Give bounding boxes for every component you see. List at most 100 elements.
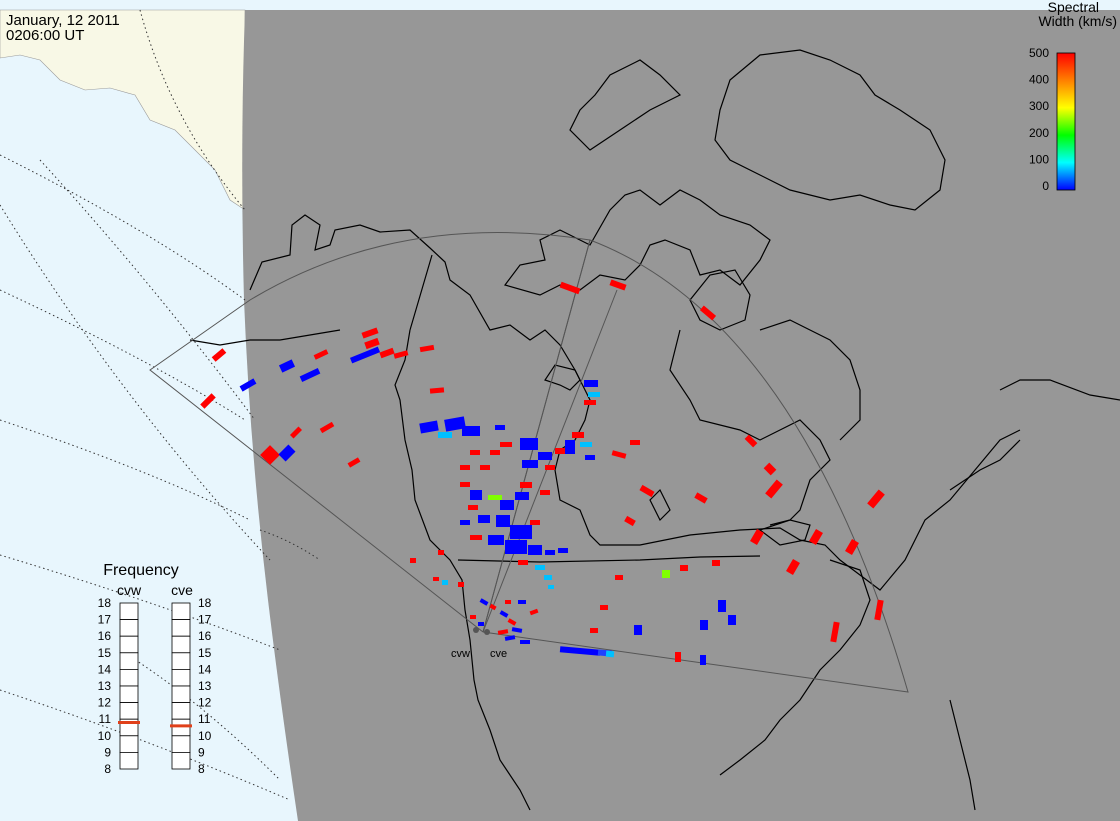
echo-mark bbox=[584, 380, 598, 387]
echo-mark bbox=[313, 349, 329, 360]
echo-mark bbox=[699, 305, 717, 321]
echo-mark bbox=[319, 421, 335, 434]
freq-col-label-cvw: cvw bbox=[117, 582, 142, 598]
echo-mark bbox=[500, 442, 512, 447]
echo-mark bbox=[680, 565, 688, 571]
colorbar-tick-label: 400 bbox=[1029, 73, 1049, 87]
border-line bbox=[457, 555, 761, 563]
frequency-bin bbox=[171, 702, 191, 720]
frequency-scale-label: 13 bbox=[98, 679, 112, 693]
frequency-bin bbox=[171, 752, 191, 770]
frequency-scale-label: 10 bbox=[98, 729, 112, 743]
frequency-bin bbox=[119, 752, 139, 770]
echo-mark bbox=[728, 615, 736, 625]
echo-mark bbox=[442, 580, 448, 585]
echo-mark bbox=[505, 540, 527, 554]
frequency-scale-label: 18 bbox=[198, 596, 212, 610]
frequency-bin bbox=[171, 619, 191, 637]
echo-mark bbox=[588, 392, 600, 397]
echo-mark bbox=[505, 600, 511, 604]
echo-mark bbox=[393, 350, 409, 359]
echo-mark bbox=[460, 482, 470, 487]
echo-mark bbox=[605, 650, 615, 658]
frequency-bin bbox=[119, 735, 139, 753]
echo-mark bbox=[460, 520, 470, 525]
echo-mark bbox=[419, 344, 435, 353]
echo-mark bbox=[510, 525, 532, 539]
echo-mark bbox=[528, 545, 542, 555]
echo-mark bbox=[499, 610, 509, 618]
coastlines bbox=[189, 49, 1120, 811]
echo-mark bbox=[438, 550, 444, 555]
echo-mark bbox=[565, 440, 575, 454]
frequency-scale-label: 18 bbox=[98, 596, 112, 610]
echo-mark bbox=[433, 577, 439, 581]
echo-mark bbox=[490, 450, 500, 455]
echo-mark bbox=[507, 618, 517, 626]
frequency-scale-label: 14 bbox=[98, 662, 112, 676]
night-shade bbox=[242, 10, 1120, 821]
echo-mark bbox=[480, 465, 490, 470]
echo-mark bbox=[700, 620, 708, 630]
echo-mark bbox=[260, 445, 280, 465]
date-label: January, 12 2011 bbox=[6, 12, 120, 29]
echo-mark bbox=[520, 438, 538, 450]
colorbar-tick-label: 0 bbox=[1042, 179, 1049, 193]
echo-mark bbox=[364, 337, 380, 350]
echo-mark bbox=[544, 575, 552, 580]
echo-mark bbox=[600, 605, 608, 610]
echo-mark bbox=[584, 400, 596, 405]
colorbar-tick-label: 200 bbox=[1029, 126, 1049, 140]
frequency-bin bbox=[119, 652, 139, 670]
echo-mark bbox=[585, 455, 595, 460]
colorbar-tick-label: 100 bbox=[1029, 152, 1049, 166]
echo-mark bbox=[518, 560, 528, 565]
echo-mark bbox=[634, 625, 642, 635]
echo-mark bbox=[830, 621, 840, 643]
frequency-scale-label: 8 bbox=[104, 762, 111, 776]
echo-mark bbox=[470, 535, 482, 540]
frequency-scale-label: 11 bbox=[99, 712, 112, 726]
echo-mark bbox=[700, 655, 706, 665]
echo-mark bbox=[511, 627, 523, 633]
frequency-bin bbox=[119, 702, 139, 720]
frequency-scale: 18 17 16 15 14 13 12 11 10 9 8 18 17 16 15 14 13 12 11 10 9 8 bbox=[98, 596, 212, 776]
echo-mark bbox=[624, 515, 636, 527]
echo-mark bbox=[786, 558, 800, 576]
frequency-scale-label: 12 bbox=[198, 696, 212, 710]
fov-divider bbox=[482, 289, 618, 633]
echo-mark bbox=[347, 457, 361, 468]
echo-mark bbox=[630, 440, 640, 445]
echo-mark bbox=[639, 484, 655, 498]
echo-mark bbox=[867, 489, 885, 509]
echo-mark bbox=[488, 495, 502, 500]
frequency-title: Frequency bbox=[103, 562, 179, 579]
echo-mark bbox=[558, 548, 568, 553]
echo-mark bbox=[495, 425, 505, 430]
echo-mark bbox=[529, 608, 539, 616]
frequency-scale-label: 9 bbox=[198, 745, 205, 759]
echo-mark bbox=[479, 598, 489, 606]
frequency-bin bbox=[171, 718, 191, 737]
echo-mark bbox=[278, 444, 296, 462]
echo-mark bbox=[744, 434, 758, 448]
colorbar-tick-label: 300 bbox=[1029, 99, 1049, 113]
echo-mark bbox=[504, 635, 516, 641]
frequency-bin bbox=[119, 635, 139, 654]
echo-mark bbox=[468, 505, 478, 510]
echo-mark bbox=[278, 359, 296, 373]
echo-mark bbox=[520, 640, 530, 644]
frequency-bin bbox=[171, 635, 191, 654]
colorbar-title-line2: Width (km/s) bbox=[1038, 13, 1117, 29]
echo-mark bbox=[488, 535, 504, 545]
freq-col-label-cve: cve bbox=[171, 582, 193, 598]
cve-fov bbox=[482, 239, 909, 693]
echo-mark bbox=[410, 558, 416, 563]
echo-mark bbox=[555, 448, 567, 454]
echo-mark bbox=[712, 560, 720, 566]
echo-mark bbox=[590, 628, 598, 633]
echo-mark bbox=[611, 450, 627, 459]
frequency-bin bbox=[171, 735, 191, 753]
echo-mark bbox=[559, 281, 581, 295]
